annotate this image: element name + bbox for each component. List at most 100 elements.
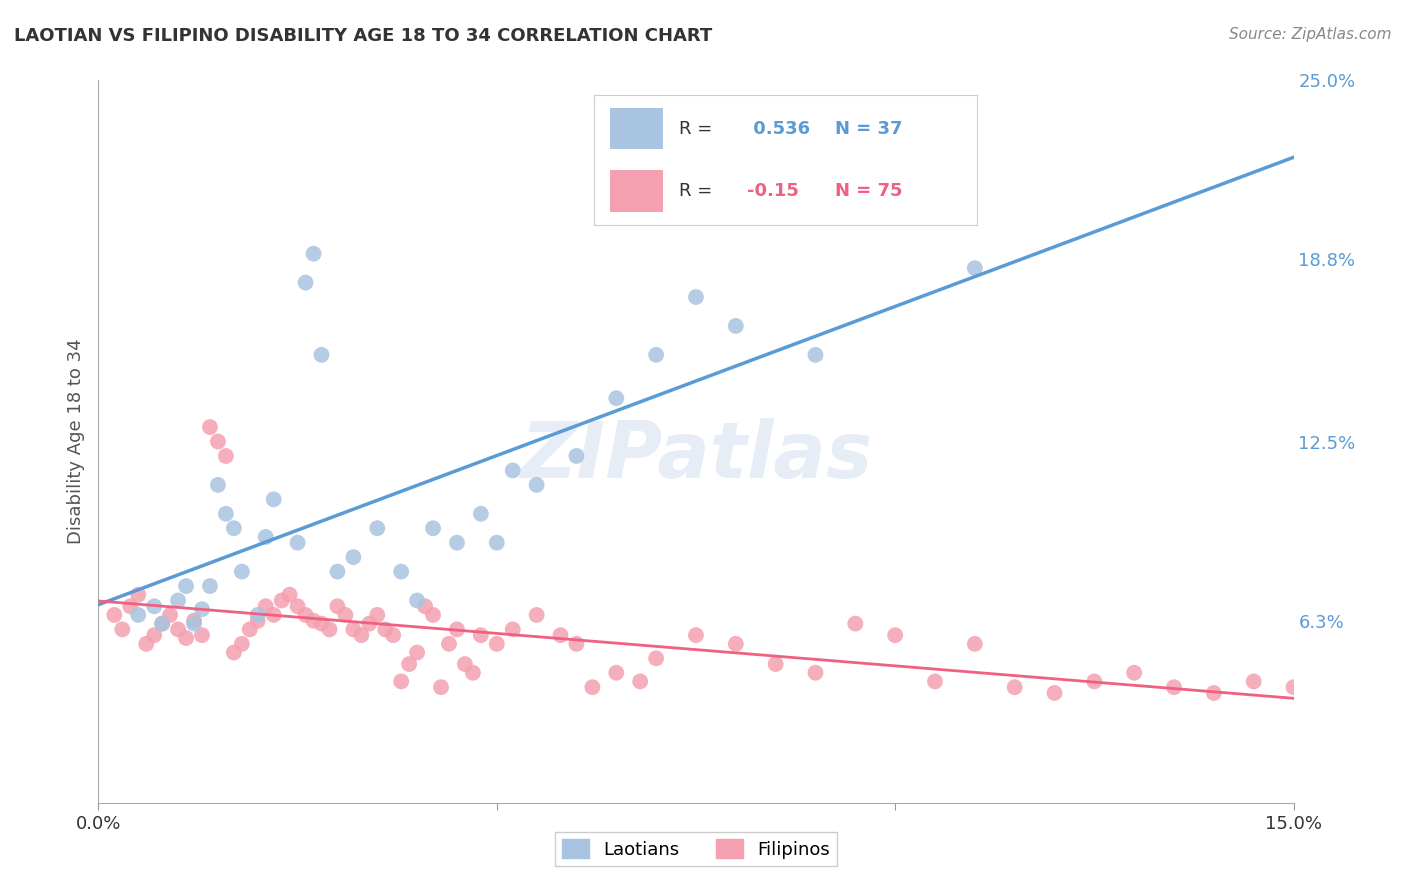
Point [963, 261, 986, 276]
Point [565, 637, 588, 651]
Point [1402, 703, 1406, 717]
Point [254, 599, 277, 614]
Point [215, 449, 238, 463]
Point [605, 391, 627, 405]
Point [526, 478, 548, 492]
Point [413, 599, 436, 614]
Y-axis label: Disability Age 18 to 34: Disability Age 18 to 34 [66, 339, 84, 544]
Point [581, 680, 603, 694]
Point [454, 657, 477, 671]
Point [1083, 674, 1105, 689]
Point [461, 665, 484, 680]
Point [1004, 680, 1026, 694]
Point [502, 463, 524, 477]
Point [342, 623, 364, 637]
Point [278, 588, 301, 602]
Point [311, 616, 333, 631]
Point [294, 607, 316, 622]
Text: LAOTIAN VS FILIPINO DISABILITY AGE 18 TO 34 CORRELATION CHART: LAOTIAN VS FILIPINO DISABILITY AGE 18 TO… [14, 27, 713, 45]
Point [1043, 686, 1066, 700]
Point [628, 674, 651, 689]
Point [263, 607, 285, 622]
Point [526, 607, 548, 622]
Point [222, 521, 245, 535]
Point [645, 348, 668, 362]
Point [215, 507, 238, 521]
Point [302, 246, 325, 260]
Point [143, 628, 166, 642]
Point [1202, 686, 1225, 700]
Point [326, 565, 349, 579]
Point [406, 646, 429, 660]
Point [198, 579, 221, 593]
Point [446, 535, 468, 549]
Point [222, 646, 245, 660]
Point [135, 637, 157, 651]
Point [311, 348, 333, 362]
Point [183, 616, 205, 631]
Point [150, 616, 173, 631]
Point [174, 631, 197, 645]
Point [326, 599, 349, 614]
Point [246, 614, 269, 628]
Point [366, 607, 388, 622]
Point [263, 492, 285, 507]
Point [422, 521, 444, 535]
Point [565, 449, 588, 463]
Point [183, 614, 205, 628]
Point [550, 628, 572, 642]
Point [804, 348, 827, 362]
Point [1362, 695, 1385, 709]
Point [1243, 674, 1265, 689]
Point [143, 599, 166, 614]
Point [844, 616, 866, 631]
Point [389, 674, 412, 689]
Point [502, 623, 524, 637]
Point [207, 434, 229, 449]
Point [342, 550, 364, 565]
Point [765, 657, 787, 671]
Point [150, 616, 173, 631]
Point [437, 637, 460, 651]
Point [103, 607, 125, 622]
Point [191, 602, 214, 616]
Point [231, 565, 253, 579]
Point [485, 637, 508, 651]
Point [167, 593, 190, 607]
Point [239, 623, 262, 637]
Point [374, 623, 396, 637]
Point [270, 593, 292, 607]
Point [207, 478, 229, 492]
Point [382, 628, 405, 642]
Point [246, 607, 269, 622]
Point [389, 565, 412, 579]
Point [485, 535, 508, 549]
Point [231, 637, 253, 651]
Point [1322, 686, 1344, 700]
Point [120, 599, 142, 614]
Point [294, 276, 316, 290]
Point [1163, 680, 1185, 694]
Point [605, 665, 627, 680]
Point [724, 637, 747, 651]
Point [406, 593, 429, 607]
Point [318, 623, 340, 637]
Text: Source: ZipAtlas.com: Source: ZipAtlas.com [1229, 27, 1392, 42]
Point [804, 665, 827, 680]
Point [924, 674, 946, 689]
Point [422, 607, 444, 622]
Legend: Laotians, Filipinos: Laotians, Filipinos [555, 832, 837, 866]
Point [287, 599, 309, 614]
Point [127, 588, 149, 602]
Point [359, 616, 381, 631]
Point [470, 507, 492, 521]
Point [350, 628, 373, 642]
Point [430, 680, 453, 694]
Point [963, 637, 986, 651]
Point [1282, 680, 1305, 694]
Point [884, 628, 907, 642]
Point [198, 420, 221, 434]
Point [685, 628, 707, 642]
Text: ZIPatlas: ZIPatlas [520, 418, 872, 494]
Point [1123, 665, 1146, 680]
